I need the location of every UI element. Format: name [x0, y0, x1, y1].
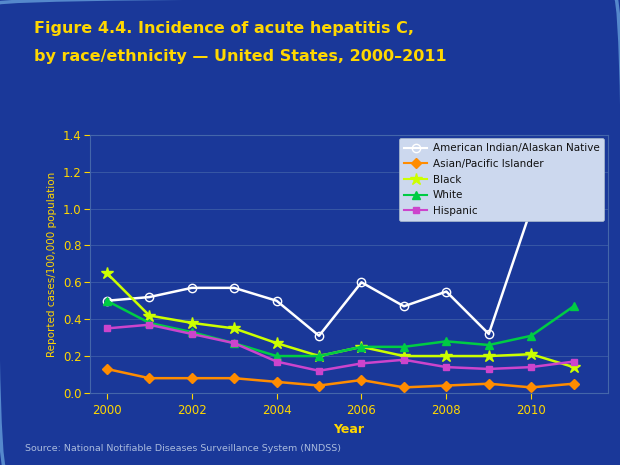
American Indian/Alaskan Native [316, 333, 323, 339]
White [188, 329, 195, 335]
X-axis label: Year: Year [334, 423, 365, 436]
Black [273, 340, 280, 346]
White [316, 353, 323, 359]
Black [231, 326, 238, 331]
Black [443, 353, 450, 359]
Y-axis label: Reported cases/100,000 population: Reported cases/100,000 population [47, 171, 57, 357]
Asian/Pacific Islander [570, 381, 577, 386]
Text: by race/ethnicity — United States, 2000–2011: by race/ethnicity — United States, 2000–… [34, 49, 447, 64]
Hispanic [358, 361, 365, 366]
Asian/Pacific Islander [400, 385, 407, 390]
Black [103, 270, 110, 276]
Black [485, 353, 492, 359]
American Indian/Alaskan Native [358, 279, 365, 285]
Hispanic [231, 340, 238, 346]
American Indian/Alaskan Native [273, 298, 280, 304]
Black [528, 352, 535, 357]
Asian/Pacific Islander [528, 385, 535, 390]
Asian/Pacific Islander [188, 375, 195, 381]
American Indian/Alaskan Native [443, 289, 450, 294]
American Indian/Alaskan Native [146, 294, 153, 300]
American Indian/Alaskan Native [231, 285, 238, 291]
Asian/Pacific Islander [485, 381, 492, 386]
Asian/Pacific Islander [273, 379, 280, 385]
Text: Figure 4.4. Incidence of acute hepatitis C,: Figure 4.4. Incidence of acute hepatitis… [34, 21, 414, 36]
Black [146, 312, 153, 318]
Black [400, 353, 407, 359]
Asian/Pacific Islander [443, 383, 450, 388]
Line: White: White [103, 297, 578, 360]
Hispanic [528, 365, 535, 370]
Black [570, 365, 577, 370]
Hispanic [443, 365, 450, 370]
Hispanic [570, 359, 577, 365]
American Indian/Alaskan Native [485, 331, 492, 337]
Legend: American Indian/Alaskan Native, Asian/Pacific Islander, Black, White, Hispanic: American Indian/Alaskan Native, Asian/Pa… [399, 138, 604, 221]
Hispanic [316, 368, 323, 373]
Hispanic [146, 322, 153, 327]
American Indian/Alaskan Native [528, 206, 535, 212]
White [231, 340, 238, 346]
Hispanic [273, 359, 280, 365]
White [358, 344, 365, 350]
White [146, 320, 153, 325]
Asian/Pacific Islander [231, 375, 238, 381]
American Indian/Alaskan Native [188, 285, 195, 291]
American Indian/Alaskan Native [400, 304, 407, 309]
Hispanic [188, 331, 195, 337]
White [485, 342, 492, 348]
Black [188, 320, 195, 325]
Black [316, 353, 323, 359]
American Indian/Alaskan Native [103, 298, 110, 304]
Line: Black: Black [100, 267, 580, 373]
White [443, 339, 450, 344]
Line: Hispanic: Hispanic [104, 321, 577, 374]
Asian/Pacific Islander [103, 366, 110, 372]
American Indian/Alaskan Native [570, 189, 577, 195]
White [400, 344, 407, 350]
Hispanic [400, 357, 407, 363]
Line: American Indian/Alaskan Native: American Indian/Alaskan Native [103, 188, 578, 340]
Line: Asian/Pacific Islander: Asian/Pacific Islander [104, 365, 577, 391]
Hispanic [103, 326, 110, 331]
White [103, 298, 110, 304]
Asian/Pacific Islander [358, 377, 365, 383]
White [570, 304, 577, 309]
Text: Source: National Notifiable Diseases Surveillance System (NNDSS): Source: National Notifiable Diseases Sur… [25, 445, 341, 453]
White [528, 333, 535, 339]
Black [358, 344, 365, 350]
White [273, 353, 280, 359]
Asian/Pacific Islander [146, 375, 153, 381]
Hispanic [485, 366, 492, 372]
Asian/Pacific Islander [316, 383, 323, 388]
